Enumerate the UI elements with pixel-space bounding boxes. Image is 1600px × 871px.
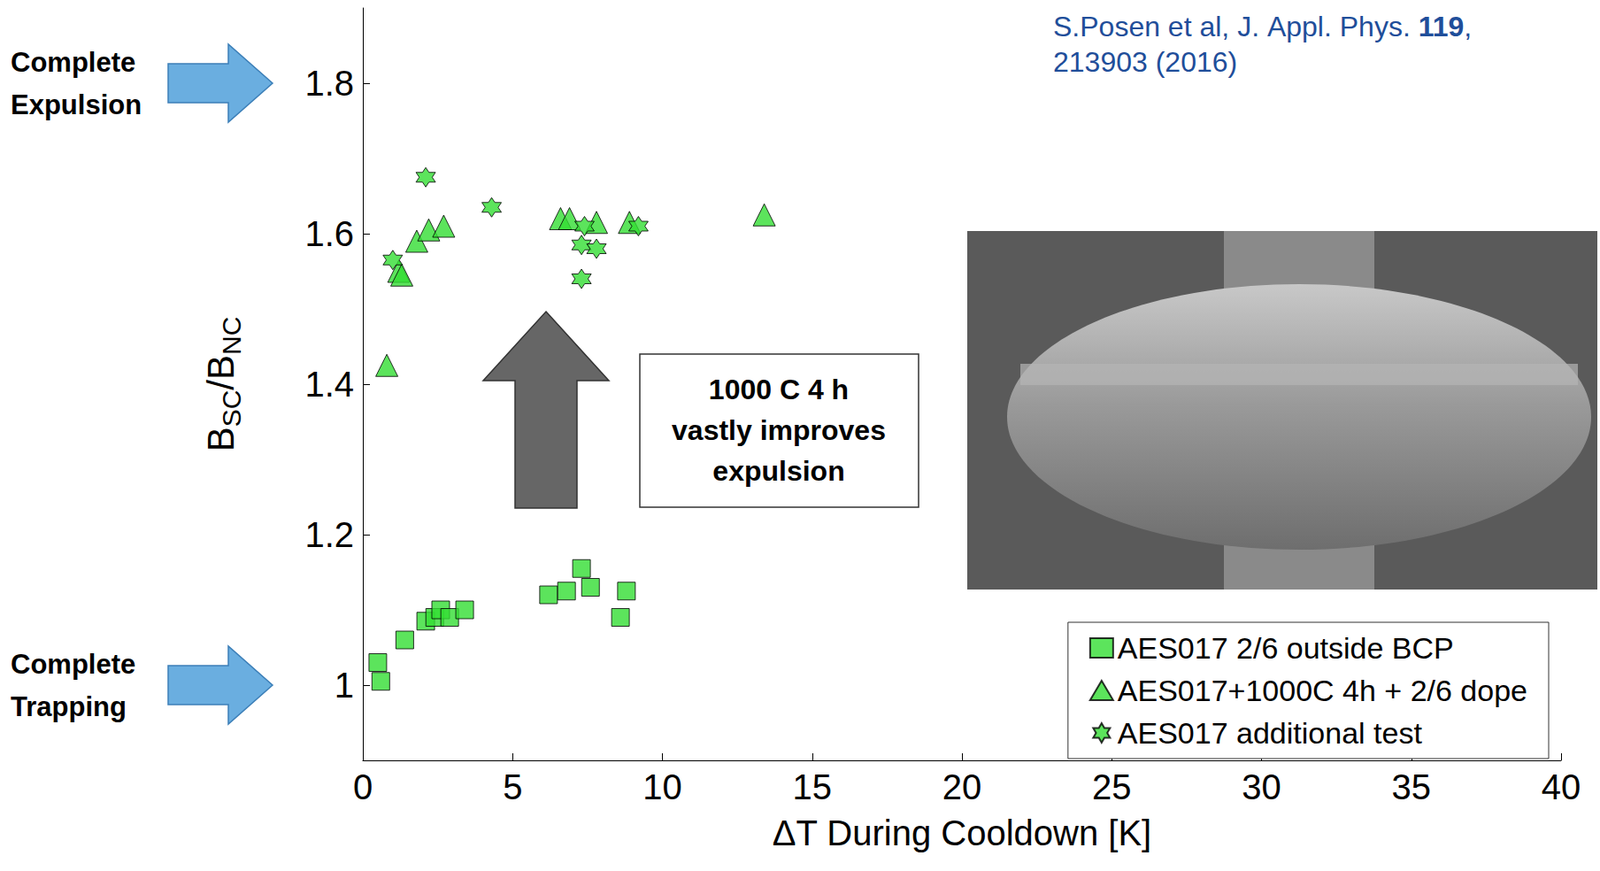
svg-text:,: , <box>1463 10 1472 43</box>
svg-text:1000 C 4 h: 1000 C 4 h <box>708 373 849 406</box>
svg-text:40: 40 <box>1541 767 1582 807</box>
svg-text:AES017 additional test: AES017 additional test <box>1117 715 1424 750</box>
svg-text:0: 0 <box>353 767 373 807</box>
svg-text:1.4: 1.4 <box>304 364 354 404</box>
svg-text:SC: SC <box>216 390 247 428</box>
svg-text:1.6: 1.6 <box>304 214 354 254</box>
svg-text:1.2: 1.2 <box>304 515 354 554</box>
svg-text:J.: J. <box>1237 10 1260 43</box>
svg-text:expulsion: expulsion <box>712 454 845 487</box>
svg-text:Phys.: Phys. <box>1339 10 1411 43</box>
svg-text:20: 20 <box>942 767 983 807</box>
svg-text:vastly improves: vastly improves <box>671 414 886 447</box>
svg-text:119: 119 <box>1418 10 1465 43</box>
svg-text:10: 10 <box>642 767 683 807</box>
svg-text:Complete: Complete <box>10 648 136 680</box>
svg-text:15: 15 <box>792 767 833 807</box>
svg-text:al,: al, <box>1199 10 1230 43</box>
svg-text:5: 5 <box>502 767 523 807</box>
svg-text:AES017 2/6 outside BCP: AES017 2/6 outside BCP <box>1117 630 1454 665</box>
svg-text:NC: NC <box>216 316 247 355</box>
svg-text:Appl.: Appl. <box>1267 10 1332 43</box>
svg-text:213903: 213903 <box>1053 46 1148 78</box>
svg-text:1: 1 <box>334 665 354 705</box>
svg-text:35: 35 <box>1392 767 1432 807</box>
svg-text:Expulsion: Expulsion <box>10 89 142 121</box>
svg-text:et: et <box>1168 10 1193 43</box>
svg-text:30: 30 <box>1241 767 1282 807</box>
svg-text:S.Posen: S.Posen <box>1053 10 1161 43</box>
svg-text:1.8: 1.8 <box>304 63 354 103</box>
svg-text:Complete: Complete <box>10 46 136 78</box>
svg-text:(2016): (2016) <box>1155 46 1239 78</box>
svg-text:/B: /B <box>200 354 242 391</box>
svg-text:Trapping: Trapping <box>10 691 127 723</box>
svg-text:25: 25 <box>1092 767 1132 807</box>
svg-text:AES017+1000C 4h + 2/6 dope: AES017+1000C 4h + 2/6 dope <box>1117 673 1528 708</box>
svg-text:B: B <box>200 426 242 452</box>
svg-text:ΔT During Cooldown [K]: ΔT During Cooldown [K] <box>772 813 1152 853</box>
